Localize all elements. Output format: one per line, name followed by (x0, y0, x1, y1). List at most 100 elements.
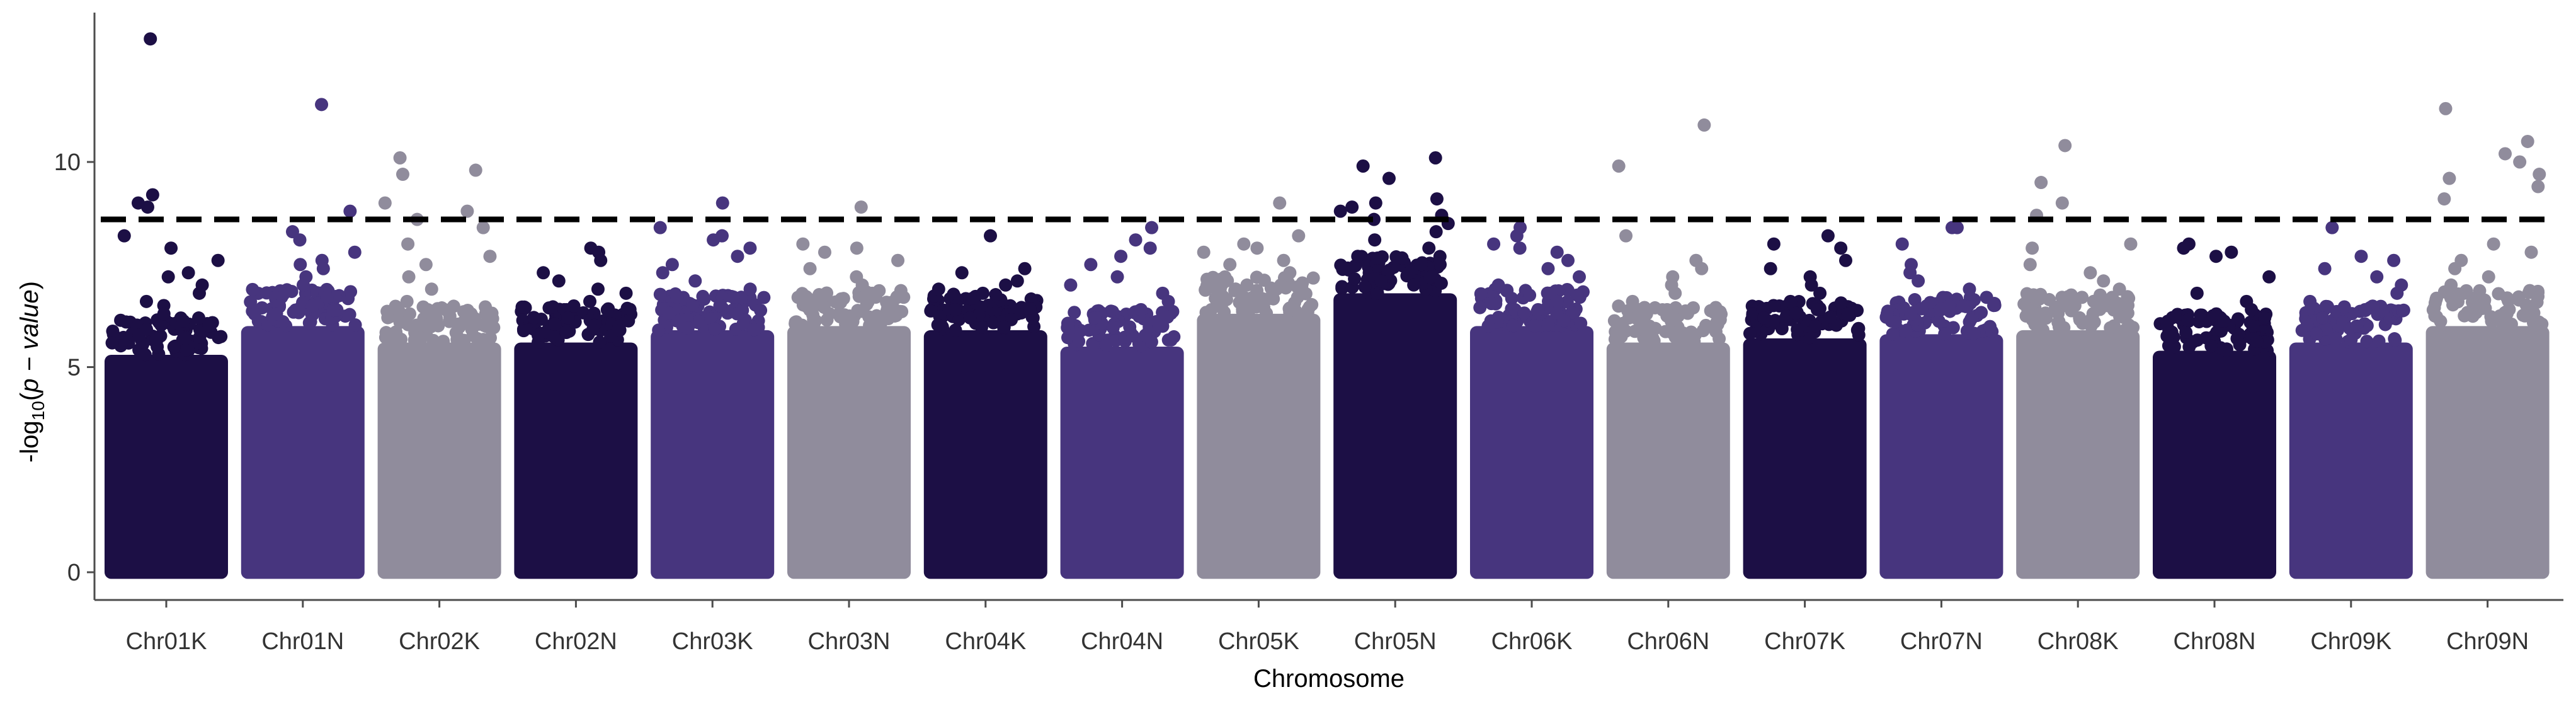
snp-point (1415, 258, 1428, 272)
snp-point (1238, 291, 1252, 305)
chromosome-band (514, 342, 638, 579)
snp-point (1236, 303, 1250, 316)
snp-point (2482, 270, 2495, 284)
snp-point (949, 323, 962, 337)
snp-point (2513, 155, 2527, 169)
x-tick-label: Chr04N (1081, 628, 1163, 655)
snp-point (2246, 319, 2260, 333)
snp-point (863, 318, 877, 332)
snp-point (164, 241, 178, 255)
snp-point (1061, 331, 1074, 345)
snp-point (1306, 271, 1320, 285)
x-tick-label: Chr05K (1218, 628, 1299, 655)
snp-point (2531, 180, 2545, 193)
snp-point (402, 307, 416, 321)
snp-point (1880, 307, 1894, 321)
snp-point (600, 303, 614, 317)
snp-point (1114, 250, 1128, 263)
snp-point (1699, 318, 1713, 332)
snp-point (106, 324, 120, 338)
snp-point (1633, 303, 1646, 316)
snp-point (1695, 262, 1709, 275)
snp-point (2190, 286, 2204, 300)
snp-point (1895, 237, 1909, 251)
snp-point (1129, 233, 1143, 247)
snp-point (2090, 294, 2104, 308)
x-tick-label: Chr04K (945, 628, 1026, 655)
snp-point (620, 301, 634, 315)
snp-point (1491, 278, 1505, 292)
snp-point (476, 221, 490, 234)
snp-point (1395, 251, 1409, 265)
snp-point (886, 299, 899, 313)
x-axis-ticks: Chr01K Chr01N Chr02K Chr02N Chr03K Chr03N Chr0… (126, 600, 2529, 655)
snp-point (296, 278, 310, 292)
snp-point (997, 320, 1011, 334)
snp-point (401, 237, 415, 251)
snp-point (743, 241, 757, 255)
snp-point (326, 304, 340, 318)
snp-point (384, 327, 398, 341)
snp-point (1662, 308, 1676, 322)
snp-point (1351, 250, 1365, 263)
snp-point (1757, 311, 1771, 325)
snp-point (1302, 300, 1316, 314)
snp-point (1216, 292, 1230, 306)
chromosome-band (2153, 350, 2276, 579)
snp-point (1072, 335, 1086, 349)
snp-point (2461, 306, 2475, 320)
snp-point (420, 320, 434, 333)
snp-point (1838, 253, 1852, 267)
snp-point (2484, 310, 2498, 324)
snp-point (294, 258, 307, 272)
snp-point (1550, 306, 1564, 320)
snp-point (181, 266, 195, 280)
snp-point (983, 229, 997, 243)
snp-point (1099, 338, 1113, 352)
snp-point (2524, 245, 2538, 259)
snp-point (1809, 319, 1823, 333)
snp-point (1088, 311, 1102, 325)
snp-point (1374, 274, 1388, 288)
snp-point (1123, 320, 1137, 334)
snp-point (392, 304, 406, 318)
snp-point (161, 270, 175, 284)
snp-point (1110, 270, 1124, 284)
snp-point (1531, 303, 1545, 316)
snp-point (1273, 196, 1287, 210)
snp-point (461, 303, 475, 317)
snp-point (1560, 295, 1574, 309)
snp-point (1967, 326, 1981, 340)
snp-point (2206, 309, 2220, 323)
snp-point (2360, 319, 2374, 333)
snp-point (1485, 297, 1498, 311)
snp-point (2396, 304, 2410, 318)
snp-point (688, 274, 702, 288)
snp-point (1277, 253, 1291, 267)
snp-point (843, 309, 857, 323)
snp-point (731, 250, 744, 263)
snp-point (316, 262, 330, 275)
snp-point (315, 98, 329, 112)
snp-point (1834, 241, 1848, 255)
x-tick-label: Chr08N (2174, 628, 2256, 655)
snp-point (2232, 327, 2246, 341)
snp-point (2086, 307, 2100, 321)
snp-point (1834, 296, 1848, 310)
snp-point (2487, 237, 2500, 251)
snp-point (613, 323, 627, 337)
snp-point (1143, 241, 1157, 255)
snp-point (1841, 307, 1855, 321)
snp-point (468, 315, 482, 329)
snp-point (874, 317, 887, 331)
snp-point (2250, 335, 2264, 349)
snp-point (1622, 311, 1636, 325)
snp-point (2325, 221, 2339, 234)
significant-points (105, 32, 2549, 362)
snp-point (986, 316, 1000, 330)
snp-point (304, 315, 317, 329)
snp-point (707, 233, 721, 247)
snp-point (850, 241, 863, 255)
snp-point (754, 303, 768, 317)
